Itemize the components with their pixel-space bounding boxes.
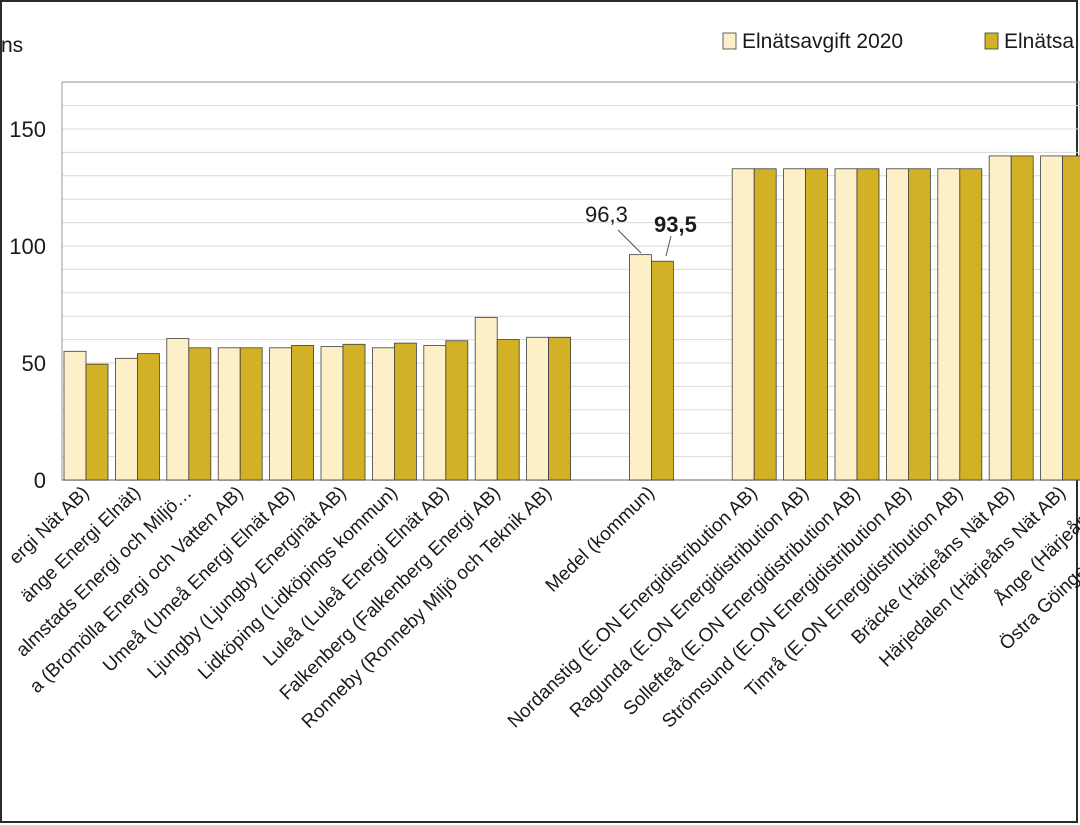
bar-series-1-9 [526, 336, 549, 481]
bar-series-2-1 [136, 353, 160, 481]
mean-annotations: 96,3 93,5 [585, 202, 697, 257]
bar-series-2-14 [805, 168, 828, 481]
bar-series-1-13 [731, 168, 755, 481]
legend-swatch-2021 [984, 32, 999, 50]
leader-line-2020 [617, 229, 642, 254]
legend: Elnätsavgift 2020 Elnätsa [722, 30, 1074, 53]
bar-series-2-0 [85, 363, 109, 481]
bar-series-1-19 [1040, 155, 1063, 481]
bar-series-2-4 [291, 345, 315, 481]
bar-series-2-17 [959, 168, 983, 481]
bar-series-2-19 [1062, 155, 1080, 481]
data-label-mean-2021: 93,5 [654, 212, 697, 237]
y-tick-label: 0 [34, 468, 46, 493]
bar-series-1-4 [269, 347, 293, 481]
bar-series-2-6 [393, 342, 417, 481]
bar-series-1-15 [834, 168, 858, 481]
bar-series-1-0 [63, 350, 87, 481]
bar-series-2-8 [496, 339, 520, 481]
bar-series-1-6 [371, 347, 395, 481]
bar-series-2-2 [188, 347, 212, 481]
bar-series-1-8 [474, 316, 498, 481]
bar-series-2-18 [1010, 155, 1034, 481]
bar-series-2-3 [239, 347, 263, 481]
bar-series-1-16 [886, 168, 909, 481]
unit-label: ns [1, 34, 23, 57]
legend-swatch-2020 [722, 32, 737, 50]
bar-series-2-5 [342, 343, 366, 481]
bar-series-1-11 [629, 254, 652, 481]
bars [63, 155, 1080, 481]
bar-series-1-14 [783, 168, 806, 481]
bar-series-1-2 [166, 338, 190, 481]
legend-label-2021: Elnätsa [1004, 30, 1074, 53]
bar-series-2-13 [753, 168, 777, 481]
data-label-mean-2020: 96,3 [585, 202, 628, 227]
bar-series-2-7 [445, 340, 469, 481]
bar-series-1-17 [937, 168, 961, 481]
leader-line-2021 [665, 235, 672, 257]
bar-series-1-1 [115, 357, 138, 481]
y-tick-labels: 0 50 100 150 [9, 117, 46, 493]
y-tick-label: 150 [9, 117, 46, 142]
bar-series-1-18 [988, 155, 1012, 481]
legend-label-2020: Elnätsavgift 2020 [742, 30, 903, 53]
bar-series-2-11 [651, 260, 674, 481]
y-tick-label: 100 [9, 234, 46, 259]
bar-series-2-9 [548, 336, 571, 481]
bar-series-1-7 [423, 345, 447, 481]
bar-series-2-15 [856, 168, 880, 481]
bar-series-1-5 [320, 346, 344, 481]
bar-series-1-3 [217, 347, 241, 481]
bar-series-2-16 [908, 168, 931, 481]
y-tick-label: 50 [22, 351, 46, 376]
